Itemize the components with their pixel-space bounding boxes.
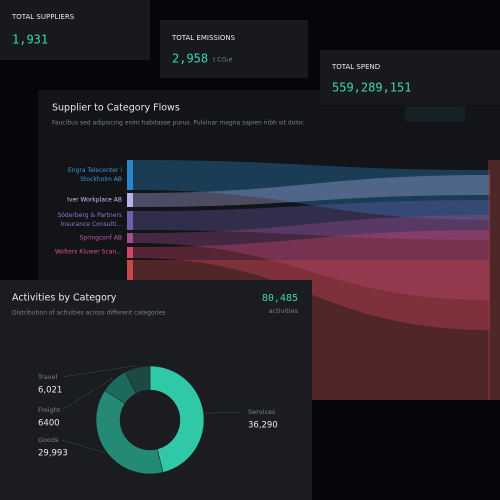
sankey-node bbox=[127, 193, 133, 207]
sankey-flow bbox=[132, 200, 490, 240]
donut-segment bbox=[124, 365, 151, 394]
card-title: TOTAL SPEND bbox=[331, 63, 380, 71]
sankey-node bbox=[127, 247, 133, 258]
leader-line bbox=[61, 365, 137, 378]
legend-label: Goods bbox=[38, 436, 59, 444]
legend-label: Travel bbox=[37, 373, 58, 381]
sankey-node-label: Insurance Consulti... bbox=[61, 221, 122, 228]
leader-line bbox=[205, 411, 243, 414]
card-title: TOTAL EMISSIONS bbox=[171, 34, 236, 42]
card-title: TOTAL SUPPLIERS bbox=[11, 13, 75, 21]
sankey-node-label: Söderberg & Partners bbox=[57, 212, 122, 219]
sankey-node bbox=[127, 160, 133, 190]
sankey-target bbox=[488, 160, 500, 400]
card bbox=[160, 20, 308, 78]
sankey-node-label: Wolters Kluwer Scan... bbox=[55, 249, 122, 256]
legend-label: Freight bbox=[38, 406, 61, 414]
chart-subtitle: Distribution of activities across differ… bbox=[12, 310, 166, 317]
card bbox=[0, 0, 150, 60]
legend-label: Services bbox=[248, 408, 276, 416]
leader-line bbox=[61, 439, 105, 453]
leader-line bbox=[61, 378, 113, 411]
card-unit: t CO₂e bbox=[213, 57, 233, 64]
total-label: activities bbox=[269, 307, 299, 315]
sankey-node-label: Engra Telecenter i bbox=[68, 167, 122, 174]
card-value: 559,289,151 bbox=[332, 81, 411, 95]
donut-segment bbox=[95, 390, 164, 475]
donut-segment bbox=[149, 365, 205, 473]
sankey-node bbox=[127, 211, 133, 230]
card-value: 2,958 bbox=[172, 52, 208, 66]
sankey-title: Supplier to Category Flows bbox=[52, 103, 180, 114]
data-label: 6400 bbox=[38, 419, 60, 429]
sankey-node bbox=[127, 233, 133, 243]
sankey-node-label: Iver Workplace AB bbox=[67, 197, 122, 204]
total-value: 80,485 bbox=[262, 293, 298, 304]
sankey-flow bbox=[132, 160, 490, 220]
sankey-node-label: Springconf AB bbox=[80, 235, 122, 242]
blurred-button[interactable] bbox=[405, 106, 465, 122]
sankey-node-label: Stockholm AB bbox=[80, 176, 122, 183]
sankey-flow bbox=[132, 215, 490, 300]
data-label: 6,021 bbox=[38, 386, 62, 396]
data-label: 36,290 bbox=[248, 421, 278, 431]
chart-title: Activities by Category bbox=[12, 293, 117, 304]
sankey-flow bbox=[132, 175, 490, 207]
donut: Services 36,290 Goods 29,993 Freight 6400 Trav… bbox=[37, 365, 278, 475]
sankey-subtitle: Faucibus sed adipiscing enim habitasse p… bbox=[52, 120, 305, 127]
card bbox=[320, 50, 500, 105]
card-value: 1,931 bbox=[12, 33, 48, 47]
data-label: 29,993 bbox=[38, 449, 68, 459]
